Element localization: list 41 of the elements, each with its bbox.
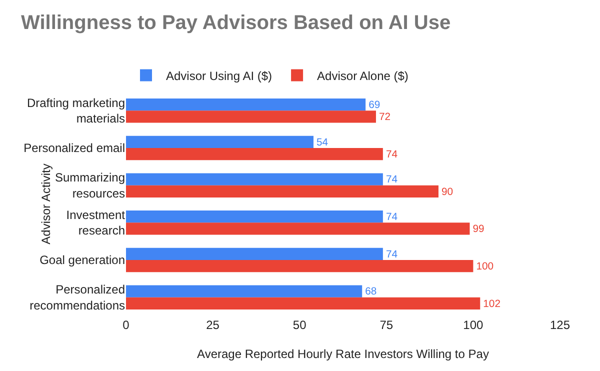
data-label: 74 [386,249,398,260]
chart-title: Willingness to Pay Advisors Based on AI Use [21,12,451,34]
bar [126,136,314,148]
y-axis-title: Advisor Activity [38,164,53,244]
data-label: 68 [365,286,377,298]
data-label: 54 [316,137,328,148]
bar [126,210,383,223]
y-tick-label: Personalized email [24,141,125,156]
data-label: 74 [386,212,398,224]
data-label: 90 [441,186,454,198]
y-tick-label: Goal generation [40,253,125,268]
bar [126,148,383,160]
bar [126,222,470,235]
y-tick-label: Personalized recommendations [30,282,125,312]
data-label: 74 [386,150,398,161]
x-tick-label: 125 [550,318,570,332]
data-label: 69 [368,100,380,112]
legend-label: Advisor Using AI ($) [166,68,272,83]
bar [126,248,383,260]
y-tick-label: Drafting marketing materials [26,96,125,126]
y-tick-label: Investment research [66,208,126,238]
bar [126,185,438,198]
data-label: 72 [378,112,391,124]
legend-label: Advisor Alone ($) [317,68,408,83]
bar [126,260,474,272]
data-label: 74 [386,174,398,186]
x-tick-label: 100 [463,318,484,332]
x-tick-label: 0 [122,318,130,332]
bar [126,110,376,123]
x-tick-label: 25 [206,318,220,332]
data-label: 100 [476,262,494,273]
bar [126,285,362,298]
y-tick-label: Summarizing resources [54,170,125,200]
bar [126,173,383,186]
x-tick-label: 50 [292,318,307,332]
bar [126,98,366,111]
x-tick-label: 75 [380,318,394,332]
bar [126,297,480,310]
x-axis-title: Average Reported Hourly Rate Investors Willing to Pay [197,346,489,361]
data-label: 99 [472,224,485,236]
data-label: 102 [483,298,501,310]
